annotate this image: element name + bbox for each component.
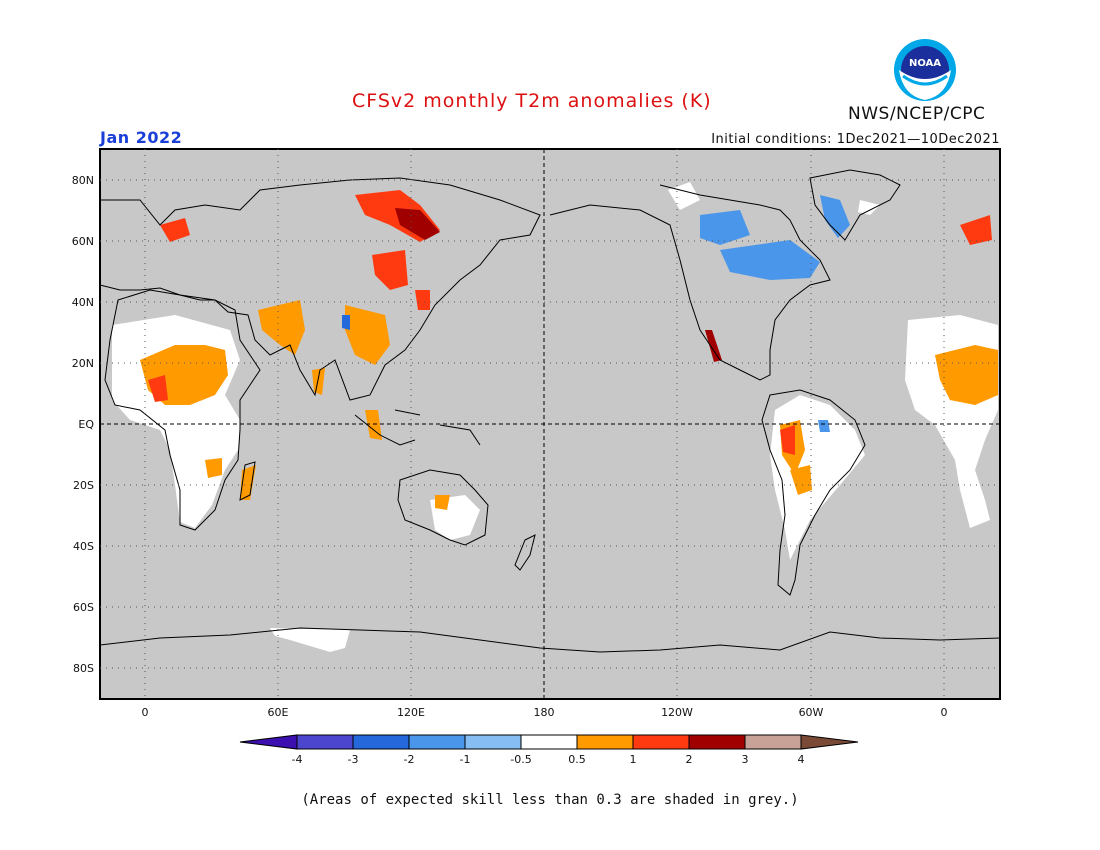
legend-swatch <box>464 734 522 750</box>
coastlines <box>99 169 1001 653</box>
cold-anomaly-regions <box>700 195 850 432</box>
noaa-logo-text: NOAA <box>909 58 941 69</box>
legend-label: -4 <box>292 753 303 766</box>
legend-swatch <box>632 734 690 750</box>
legend-label: -2 <box>404 753 415 766</box>
lat-label: 20N <box>72 357 94 370</box>
legend-swatch <box>744 734 802 750</box>
lat-label: EQ <box>78 418 94 431</box>
legend-label: -1 <box>460 753 471 766</box>
map-title: CFSv2 monthly T2m anomalies (K) <box>352 90 712 112</box>
lon-label: 0 <box>142 706 149 719</box>
warm-anomaly-regions <box>140 300 998 510</box>
lon-label: 120E <box>397 706 425 719</box>
legend-label: 3 <box>742 753 749 766</box>
legend-arrow-high <box>800 734 859 750</box>
lat-label: 60S <box>73 601 94 614</box>
legend-swatch <box>576 734 634 750</box>
lat-label: 60N <box>72 235 94 248</box>
lat-label: 40S <box>73 540 94 553</box>
lon-label: 120W <box>661 706 693 719</box>
lon-label: 180 <box>534 706 555 719</box>
legend-label: -3 <box>348 753 359 766</box>
forecast-month: Jan 2022 <box>100 128 183 147</box>
lat-label: 20S <box>73 479 94 492</box>
longitude-labels: 0 60E 120E 180 120W 60W 0 <box>142 706 948 719</box>
strong-cold-regions <box>342 315 350 330</box>
legend-label: 1 <box>630 753 637 766</box>
latitude-labels: 80N 60N 40N 20N EQ 20S 40S 60S 80S <box>72 174 95 675</box>
lat-label: 80N <box>72 174 94 187</box>
legend-swatch <box>688 734 746 750</box>
legend-label: 4 <box>798 753 805 766</box>
legend-swatch <box>296 734 354 750</box>
lon-label: 0 <box>941 706 948 719</box>
legend-arrow-low <box>239 734 298 750</box>
graticule <box>100 149 1000 699</box>
color-legend: -4 -3 -2 -1 -0.5 0.5 1 2 3 4 <box>239 734 859 766</box>
legend-label: 0.5 <box>568 753 586 766</box>
lat-label: 80S <box>73 662 94 675</box>
legend-swatch <box>352 734 410 750</box>
legend-swatch <box>520 734 578 750</box>
legend-label: 2 <box>686 753 693 766</box>
legend-swatch <box>408 734 466 750</box>
agency-label: NWS/NCEP/CPC <box>848 104 986 124</box>
legend-label: -0.5 <box>510 753 531 766</box>
lon-label: 60W <box>799 706 824 719</box>
very-warm-regions <box>395 208 722 362</box>
noaa-logo: NOAA <box>894 39 956 101</box>
equator-dateline <box>100 149 1000 699</box>
lon-label: 60E <box>268 706 289 719</box>
skill-footnote: (Areas of expected skill less than 0.3 a… <box>301 792 799 808</box>
lat-label: 40N <box>72 296 94 309</box>
map-panel <box>99 148 1001 700</box>
initial-conditions: Initial conditions: 1Dec2021—10Dec2021 <box>711 132 1000 147</box>
